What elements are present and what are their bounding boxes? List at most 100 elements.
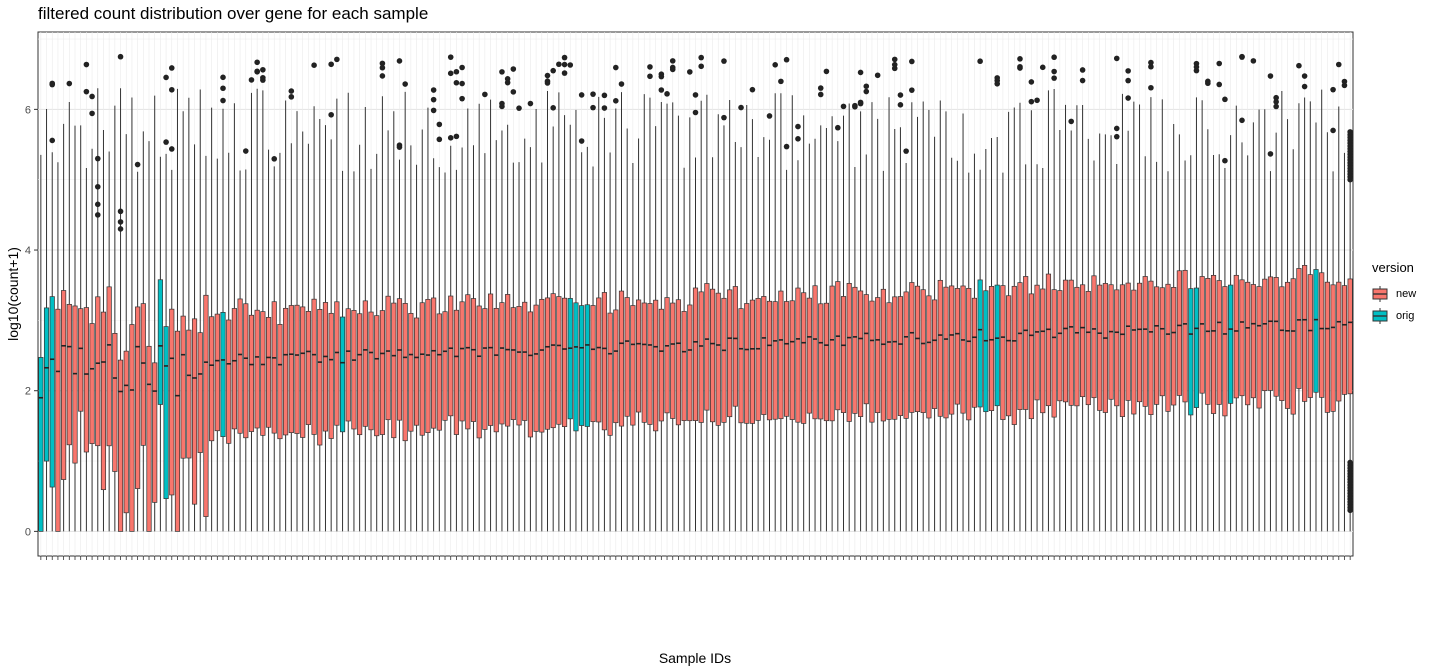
box	[601, 292, 607, 431]
outlier-point	[749, 86, 756, 93]
box	[38, 357, 44, 532]
y-tick-label: 2	[25, 386, 31, 398]
box	[704, 283, 710, 411]
outlier-point	[117, 53, 124, 60]
box	[1228, 284, 1234, 404]
outlier-point	[260, 66, 266, 73]
box	[846, 282, 852, 422]
box	[527, 311, 533, 438]
box	[840, 296, 847, 413]
box	[618, 290, 625, 427]
box	[254, 309, 260, 429]
outlier-point	[601, 92, 608, 99]
outlier-point	[1347, 129, 1353, 135]
box	[243, 303, 249, 439]
outlier-point	[499, 69, 505, 75]
box	[1000, 285, 1006, 420]
box	[482, 308, 488, 430]
box	[818, 303, 824, 420]
outlier-point	[721, 58, 727, 64]
outlier-point	[1125, 77, 1131, 84]
outlier-point	[1335, 61, 1342, 68]
outlier-point	[220, 74, 226, 81]
box	[522, 301, 528, 421]
box	[95, 296, 101, 447]
outlier-point	[1113, 55, 1120, 62]
outlier-point	[510, 89, 517, 95]
outlier-point	[168, 86, 175, 93]
box	[761, 296, 767, 415]
outlier-point	[561, 70, 568, 76]
outlier-point	[1125, 95, 1131, 101]
box	[698, 291, 704, 423]
outlier-point	[590, 104, 596, 111]
box	[431, 297, 437, 429]
outlier-point	[1079, 77, 1086, 84]
box	[561, 297, 568, 427]
outlier-point	[1028, 98, 1035, 105]
outlier-point	[328, 61, 334, 68]
outlier-point	[430, 96, 437, 103]
outlier-point	[447, 54, 454, 60]
box	[374, 315, 380, 437]
box	[977, 279, 983, 408]
outlier-point	[857, 69, 864, 76]
box	[1347, 278, 1353, 395]
box	[1051, 289, 1057, 418]
box	[1057, 290, 1063, 402]
outlier-point	[601, 105, 608, 111]
box	[305, 311, 311, 425]
box	[1233, 274, 1239, 399]
outlier-point	[687, 69, 693, 75]
box	[1239, 279, 1245, 397]
box	[123, 350, 129, 514]
box	[653, 299, 659, 432]
box	[1210, 274, 1217, 414]
box	[300, 306, 306, 438]
axis-layer: 0 2 4 6	[25, 104, 1351, 560]
box	[1142, 276, 1148, 407]
outlier-point	[664, 91, 670, 97]
outlier-point	[436, 136, 443, 143]
outlier-point	[658, 87, 665, 93]
outlier-point	[556, 61, 562, 68]
legend-key-orig	[1372, 308, 1388, 324]
box	[687, 304, 693, 422]
box	[1080, 284, 1086, 398]
outlier-point	[578, 92, 585, 98]
outlier-point	[453, 79, 460, 86]
box	[886, 302, 892, 420]
box	[795, 287, 801, 423]
box	[778, 290, 784, 420]
outlier-point	[1341, 82, 1348, 89]
chart-title: filtered count distribution over gene fo…	[38, 4, 429, 23]
box	[1313, 269, 1319, 393]
outlier-point	[835, 124, 841, 131]
outlier-point	[1113, 125, 1120, 132]
outlier-point	[248, 77, 255, 83]
box	[1045, 273, 1052, 407]
box	[1159, 287, 1165, 397]
legend-item-new: new	[1372, 283, 1416, 305]
y-tick-label: 0	[25, 526, 31, 538]
outlier-point	[1330, 127, 1336, 134]
box	[248, 314, 255, 432]
box	[937, 279, 943, 417]
box	[55, 308, 61, 532]
outlier-point	[1079, 67, 1086, 73]
box	[203, 294, 209, 517]
box	[100, 311, 107, 491]
box	[237, 298, 243, 434]
box	[596, 297, 602, 423]
outlier-point	[66, 80, 73, 87]
outlier-point	[379, 73, 386, 79]
box	[664, 297, 670, 414]
outlier-point	[1051, 54, 1057, 61]
box	[72, 305, 78, 464]
box	[169, 308, 175, 496]
outlier-point	[328, 111, 334, 118]
box	[1131, 289, 1137, 415]
box	[1108, 284, 1114, 400]
outlier-point	[1125, 68, 1131, 74]
outlier-point	[49, 137, 56, 144]
